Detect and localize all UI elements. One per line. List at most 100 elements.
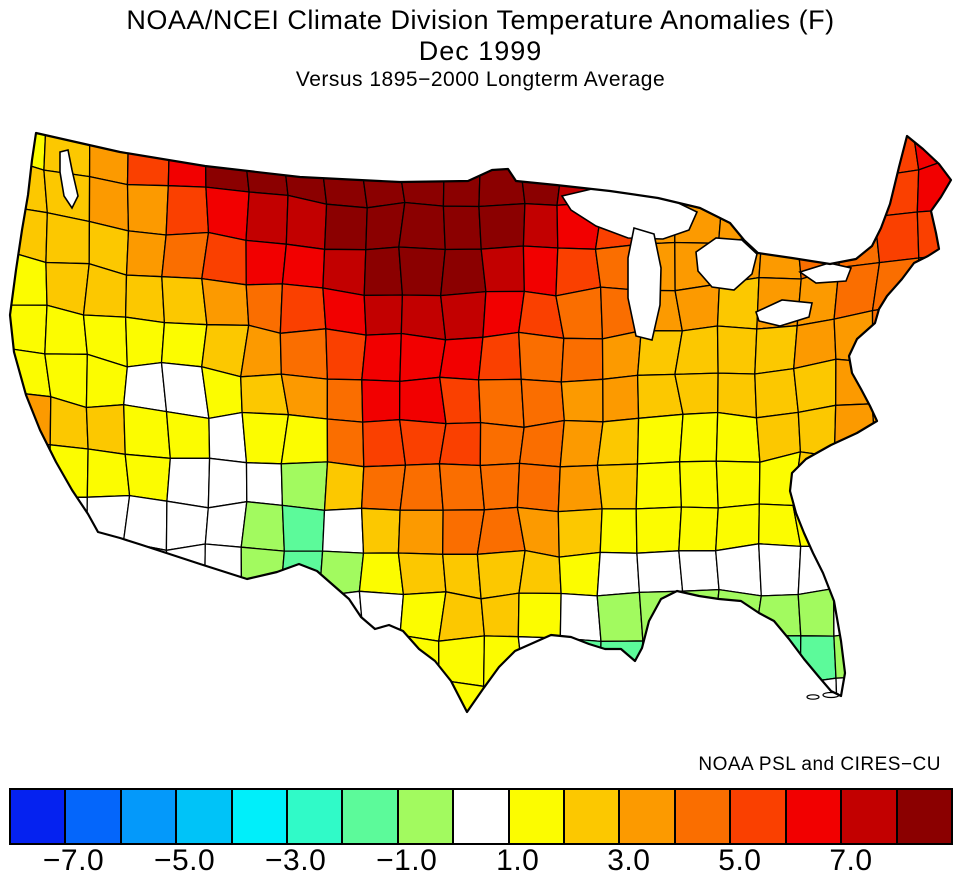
climate-division-cell xyxy=(870,543,916,591)
climate-division-cell xyxy=(282,682,325,712)
lake-shape xyxy=(695,237,758,291)
climate-division-cell xyxy=(10,536,48,587)
climate-division-cell xyxy=(719,144,761,198)
colorbar-segment xyxy=(897,790,951,843)
climate-division-cell xyxy=(242,677,288,712)
climate-division-cell xyxy=(204,501,248,548)
climate-division-cell xyxy=(911,398,951,446)
climate-division-cell xyxy=(478,163,526,208)
climate-division-cell xyxy=(439,336,484,381)
climate-division-cell xyxy=(596,417,640,467)
climate-division-cell xyxy=(320,156,368,209)
climate-division-cell xyxy=(239,592,286,642)
climate-division-cell xyxy=(358,590,405,641)
climate-division-cell xyxy=(477,331,522,381)
climate-division-cell xyxy=(361,332,402,383)
climate-division-cell xyxy=(280,373,329,420)
climate-division-cell xyxy=(203,591,243,638)
colorbar-segment xyxy=(731,790,787,843)
colorbar-tick-label: −1.0 xyxy=(376,844,438,875)
climate-division-cell xyxy=(438,591,486,642)
climate-division-cell xyxy=(363,246,404,297)
title-date: Dec 1999 xyxy=(418,36,543,66)
lake-shape xyxy=(627,226,662,341)
climate-division-cell xyxy=(715,460,761,509)
climate-division-cell xyxy=(797,587,835,637)
climate-division-cell xyxy=(871,401,921,455)
climate-division-cell xyxy=(599,640,644,687)
climate-division-cell xyxy=(798,138,836,191)
climate-division-cell xyxy=(163,633,209,682)
climate-division-cell xyxy=(559,592,602,643)
climate-division-cell xyxy=(45,629,90,680)
climate-division-cell xyxy=(207,457,248,509)
colorbar-segment xyxy=(121,790,178,843)
climate-division-cell xyxy=(439,376,482,425)
climate-division-cell xyxy=(442,160,481,208)
climate-division-cell xyxy=(399,332,447,383)
climate-division-cell xyxy=(911,443,951,494)
climate-division-cell xyxy=(440,290,487,341)
climate-division-cell xyxy=(163,675,211,712)
climate-division-cell xyxy=(674,283,721,332)
climate-division-cell xyxy=(833,452,877,499)
climate-division-cell xyxy=(124,453,171,502)
climate-division-cell xyxy=(518,549,562,595)
climate-division-cell xyxy=(203,543,243,594)
climate-division-cell xyxy=(557,508,603,558)
climate-division-cell xyxy=(245,462,284,507)
climate-division-cell xyxy=(10,581,48,634)
climate-division-cell xyxy=(121,675,168,712)
climate-division-cell xyxy=(713,633,762,685)
climate-division-cell xyxy=(398,376,447,425)
climate-division-cell xyxy=(397,552,447,596)
climate-division-cell xyxy=(870,582,916,633)
climate-division-cell xyxy=(166,457,211,509)
climate-division-cell xyxy=(479,462,521,511)
climate-division-cell xyxy=(397,159,445,207)
climate-division-cell xyxy=(754,189,800,237)
climate-division-cell xyxy=(161,231,210,280)
climate-division-cell xyxy=(871,352,917,405)
climate-division-cell xyxy=(797,545,840,596)
climate-division-cell xyxy=(715,543,762,597)
climate-division-cell xyxy=(715,503,760,552)
climate-division-cell xyxy=(677,633,717,685)
climate-division-cell xyxy=(279,283,327,334)
climate-division-cell xyxy=(81,676,128,712)
climate-division-cell xyxy=(517,678,565,712)
climate-division-cell xyxy=(476,506,526,555)
climate-division-cell xyxy=(163,587,207,635)
climate-division-cell xyxy=(833,544,873,591)
climate-division-cell xyxy=(240,501,285,552)
colorbar-segment xyxy=(786,790,843,843)
climate-division-cell xyxy=(285,194,328,250)
climate-division-cell xyxy=(910,582,951,637)
climate-division-cell xyxy=(555,286,604,340)
climate-division-cell xyxy=(318,638,367,686)
colorbar-tick-label: 7.0 xyxy=(829,844,873,875)
climate-division-cell xyxy=(518,331,565,383)
climate-division-cell xyxy=(280,593,328,642)
climate-division-cell xyxy=(797,404,837,458)
climate-division-cell xyxy=(360,464,407,511)
climate-division-cell xyxy=(601,330,642,380)
climate-division-cell xyxy=(442,205,482,251)
climate-division-cell xyxy=(480,592,520,638)
climate-division-cell xyxy=(792,451,836,507)
climate-division-cell xyxy=(201,277,250,326)
climate-division-cell xyxy=(85,585,132,635)
colorbar-segment xyxy=(232,790,289,843)
colorbar-segment xyxy=(11,790,67,843)
climate-division-cell xyxy=(436,679,485,712)
climate-division-cell xyxy=(326,418,365,468)
climate-division-cell xyxy=(557,464,603,513)
climate-division-cell xyxy=(911,348,951,403)
climate-division-cell xyxy=(363,294,404,336)
climate-division-cell xyxy=(713,588,762,637)
lake-shape xyxy=(798,262,853,284)
colorbar-tick-label: 1.0 xyxy=(496,844,540,875)
climate-division-cell xyxy=(240,373,290,416)
colorbar-segment xyxy=(565,790,621,843)
climate-division-cell xyxy=(635,506,683,554)
